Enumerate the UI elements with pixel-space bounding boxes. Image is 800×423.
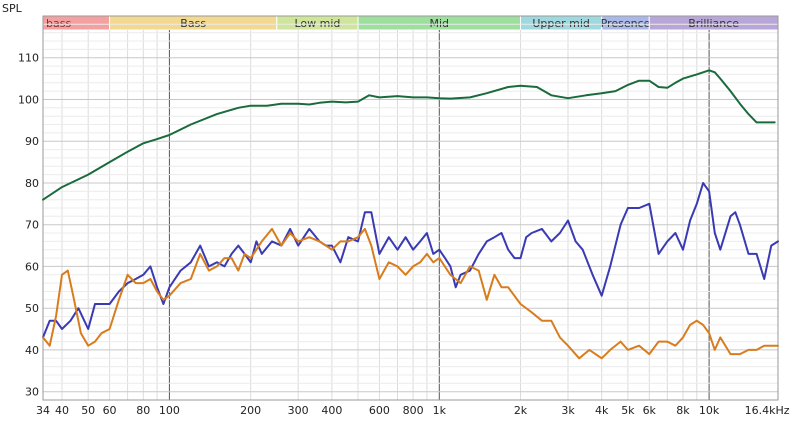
band-label: bass (46, 17, 71, 30)
series-line-3 (42, 227, 779, 360)
y-tick-label: 80 (25, 177, 39, 190)
y-tick-label: 30 (25, 386, 39, 399)
x-tick-label: 34 (36, 404, 50, 417)
y-tick-label: 60 (25, 260, 39, 273)
y-tick-label: 50 (25, 302, 39, 315)
grid-lines (43, 23, 778, 400)
y-tick-label: 100 (18, 93, 39, 106)
x-tick-label: 60 (103, 404, 117, 417)
y-tick-label: 70 (25, 219, 39, 232)
band-label: Mid (430, 17, 450, 30)
series-line-1 (42, 69, 776, 201)
x-tick-label: 300 (288, 404, 309, 417)
x-tick-label: 2k (514, 404, 528, 417)
x-tick-label: 1k (433, 404, 447, 417)
y-tick-label: 110 (18, 52, 39, 65)
x-tick-label: 8k (676, 404, 690, 417)
band-label: Presence (601, 17, 651, 30)
x-tick-label: 4k (595, 404, 609, 417)
x-tick-label: 400 (321, 404, 342, 417)
x-tick-label: 6k (643, 404, 657, 417)
series-lines (42, 69, 779, 360)
x-tick-label: 600 (369, 404, 390, 417)
x-tick-label: 800 (403, 404, 424, 417)
x-tick-label: 10k (699, 404, 720, 417)
x-tick-label: 50 (81, 404, 95, 417)
x-tick-label: 16.4kHz (745, 404, 790, 417)
band-label: Bass (180, 17, 206, 30)
x-tick-labels: 34 40 50 60 80 100 200 300 400 600 800 1k 2k 3k 4k 5k 6k… (36, 404, 790, 417)
x-tick-label: 100 (159, 404, 180, 417)
series-line-2 (42, 182, 779, 339)
band-label: Brilliance (688, 17, 739, 30)
x-tick-label: 80 (136, 404, 150, 417)
plot-frame (42, 15, 779, 401)
x-tick-label: 5k (621, 404, 635, 417)
band-label: Upper mid (532, 17, 590, 30)
x-tick-label: 3k (561, 404, 575, 417)
y-axis-title: SPL (2, 2, 23, 15)
x-tick-label: 200 (240, 404, 261, 417)
y-tick-label: 90 (25, 135, 39, 148)
frequency-band-strip: bass Bass Low mid Mid Upper mid Presence Brill… (42, 15, 779, 31)
band-label: Low mid (294, 17, 340, 30)
x-tick-label: 40 (55, 404, 69, 417)
y-tick-labels: 30 40 50 60 70 80 90 100 110 (18, 52, 39, 399)
y-tick-label: 40 (25, 344, 39, 357)
